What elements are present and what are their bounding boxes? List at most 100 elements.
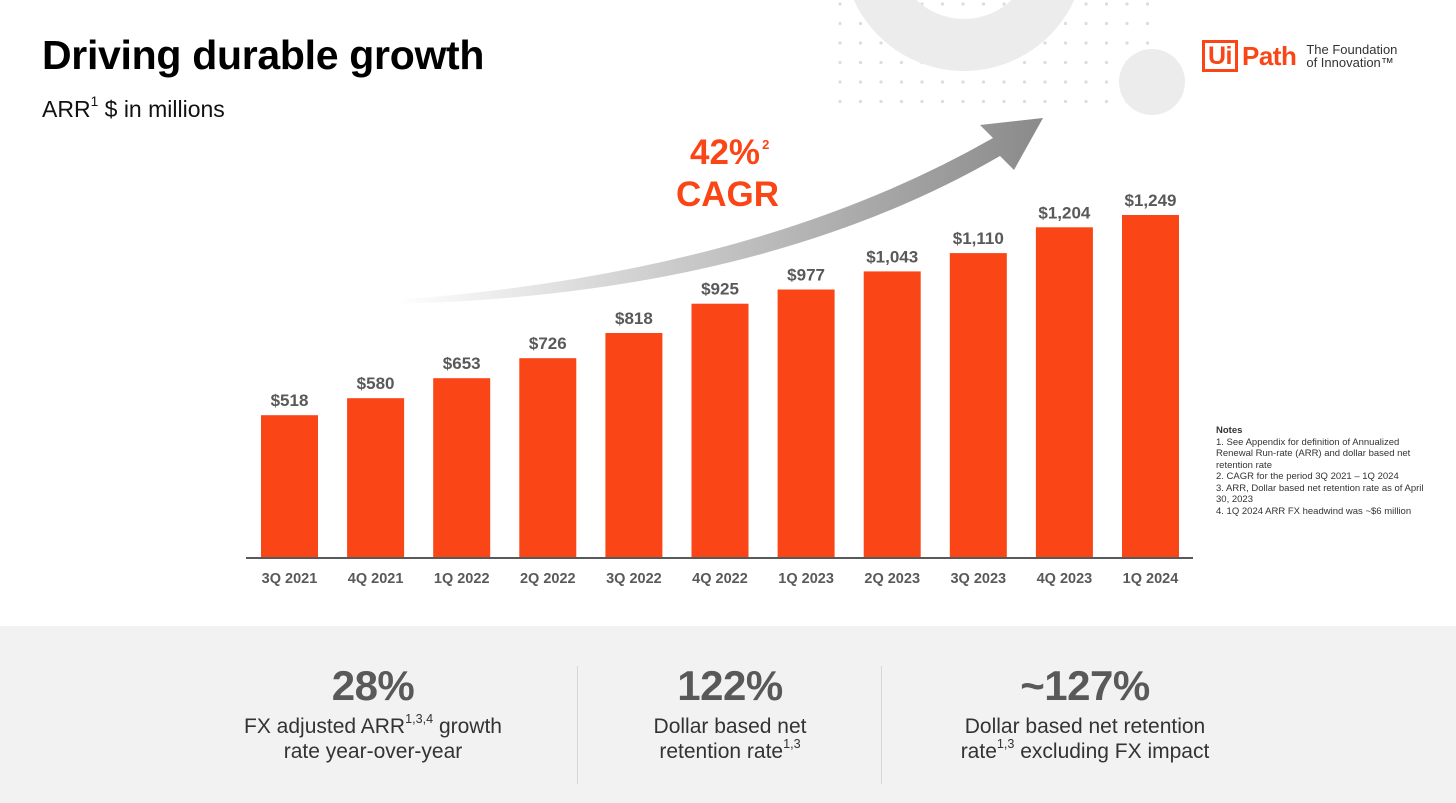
page-subtitle: ARR1 $ in millions	[42, 94, 225, 123]
decor-dot	[858, 60, 863, 65]
kpi-label-line: Dollar based net	[580, 714, 880, 739]
bar-2q-2023	[863, 271, 921, 557]
kpi-label-text: FX adjusted ARR	[244, 715, 406, 738]
bar-value-label: $925	[701, 280, 739, 299]
logo-tagline-line2: of Innovation™	[1306, 55, 1394, 70]
note-item: 2. CAGR for the period 3Q 2021 – 1Q 2024	[1216, 471, 1399, 482]
decor-dot	[1104, 41, 1109, 45]
decor-dot	[858, 99, 863, 104]
decor-dot	[940, 2, 945, 6]
decor-dot	[1043, 41, 1047, 45]
bar-3q-2023	[949, 253, 1007, 557]
decor-dot	[1084, 80, 1088, 84]
decor-dot	[920, 99, 924, 104]
dot-grid	[838, 2, 1150, 104]
decor-dot	[1084, 2, 1088, 6]
kpi-value: 28%	[331, 662, 415, 709]
kpi-label-line: rate1,3 excluding FX impact	[920, 738, 1250, 764]
arr-bar-chart: 42% 2 CAGR $518 3Q 2021 $580 4Q 2021 $653 1Q 2…	[246, 118, 1193, 587]
subtitle-main: ARR	[42, 96, 91, 122]
logo-path-text: Path	[1242, 40, 1297, 71]
kpi-value: 122%	[677, 662, 783, 709]
decor-dot	[858, 21, 863, 26]
decor-dot	[1022, 60, 1027, 65]
bar-1q-2022	[433, 378, 491, 557]
kpi-label-line: rate year-over-year	[188, 739, 558, 764]
decor-dot	[981, 99, 986, 104]
decor-dot	[1084, 60, 1088, 65]
decor-dot	[838, 21, 842, 26]
bar-value-label: $653	[443, 354, 481, 373]
decor-dot	[899, 80, 904, 84]
note-item: 3. ARR, Dollar based net retention rate …	[1216, 482, 1424, 506]
decor-dot	[981, 80, 986, 84]
bar-value-label: $580	[357, 374, 395, 393]
decor-dot	[879, 80, 883, 84]
note-item: 4. 1Q 2024 ARR FX headwind was ~$6 milli…	[1216, 505, 1412, 517]
kpi-net-retention-rate: 122% Dollar based net retention rate1,3	[580, 662, 880, 764]
decor-dot	[1063, 41, 1068, 45]
decor-dot	[879, 60, 883, 65]
x-tick-label: 1Q 2024	[1123, 571, 1179, 587]
x-tick-label: 3Q 2023	[950, 571, 1006, 587]
kpi-label: Dollar based net retention rate1,3	[580, 714, 880, 764]
x-tick-label: 4Q 2022	[692, 571, 748, 587]
bar-value-label: $977	[787, 266, 825, 285]
x-tick-label: 3Q 2022	[606, 571, 662, 587]
kpi-value: ~127%	[1020, 662, 1150, 709]
decor-circle	[1119, 49, 1185, 115]
decor-dot	[858, 80, 863, 84]
decor-dot	[1104, 80, 1109, 84]
decor-dot	[981, 2, 986, 6]
decor-dot	[1022, 99, 1027, 104]
decor-dot	[1125, 2, 1129, 6]
kpi-label-line: Dollar based net retention	[920, 714, 1250, 739]
decor-dot	[940, 99, 945, 104]
decor-dot	[961, 99, 965, 104]
notes-panel: Notes 1. See Appendix for definition of …	[1216, 425, 1431, 517]
decor-dot	[940, 80, 945, 84]
decor-dot	[899, 99, 904, 104]
x-tick-label: 3Q 2021	[262, 571, 318, 587]
bar-4q-2023	[1035, 227, 1093, 558]
decor-dot	[1125, 41, 1129, 45]
bar-value-label: $1,204	[1038, 203, 1091, 222]
x-tick-label: 4Q 2021	[348, 571, 404, 587]
decor-dot	[858, 41, 863, 45]
subtitle-rest: $ in millions	[98, 96, 225, 122]
decor-dot	[1043, 99, 1047, 104]
bar-4q-2022	[691, 303, 749, 557]
decor-dot	[1125, 21, 1129, 26]
note-item: 1. See Appendix for definition of Annual…	[1216, 436, 1411, 471]
decor-dot	[961, 80, 965, 84]
kpi-divider	[577, 666, 578, 784]
decor-dot	[1063, 21, 1068, 26]
kpi-label-line: FX adjusted ARR1,3,4 growth	[188, 713, 558, 739]
kpi-fx-adjusted-arr-growth: 28% FX adjusted ARR1,3,4 growth rate yea…	[188, 662, 558, 764]
bar-4q-2021	[347, 398, 405, 557]
cagr-value-text: 42%	[690, 133, 760, 172]
decor-dot	[879, 99, 883, 104]
kpi-label-text: rate year-over-year	[283, 740, 463, 763]
bar-2q-2022	[519, 358, 577, 557]
bar-value-label: $1,249	[1125, 191, 1177, 210]
decor-dot	[1084, 41, 1088, 45]
bar-value-label: $518	[271, 391, 309, 410]
decor-dot	[961, 2, 965, 6]
decor-dot	[1043, 80, 1047, 84]
x-tick-label: 2Q 2023	[864, 571, 920, 587]
decor-ring	[853, 0, 1075, 71]
subtitle-footnote: 1	[90, 94, 99, 110]
kpi-label-text: growth	[433, 715, 502, 738]
bar-3q-2022	[605, 333, 663, 557]
bar-value-label: $1,043	[866, 247, 918, 266]
decor-dot	[1043, 60, 1047, 65]
decor-dot	[1104, 21, 1109, 26]
kpi-label-text: Dollar based net retention	[964, 715, 1206, 738]
decor-dot	[838, 2, 842, 6]
kpi-label-text: excluding FX impact	[1014, 740, 1210, 763]
decor-dot	[838, 80, 842, 84]
bar-1q-2023	[777, 289, 835, 557]
x-tick-label: 2Q 2022	[520, 571, 576, 587]
kpi-label-text: rate	[960, 740, 997, 763]
